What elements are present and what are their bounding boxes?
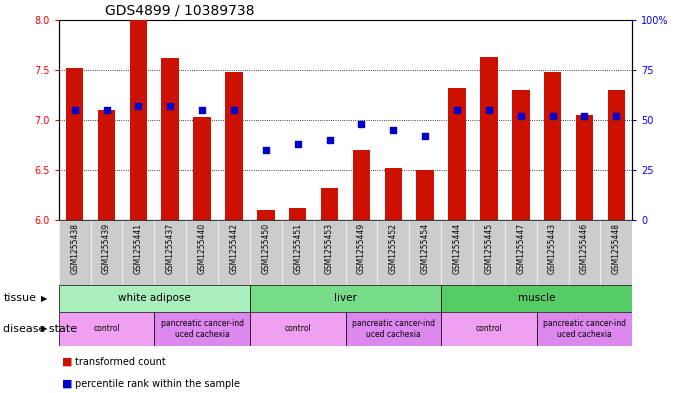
Bar <box>417 170 434 220</box>
Text: GSM1255442: GSM1255442 <box>229 223 238 274</box>
Point <box>196 107 207 113</box>
Text: GSM1255441: GSM1255441 <box>134 223 143 274</box>
Text: tissue: tissue <box>3 293 37 303</box>
Text: pancreatic cancer-ind
uced cachexia: pancreatic cancer-ind uced cachexia <box>543 319 626 339</box>
Bar <box>154 312 250 346</box>
Text: pancreatic cancer-ind
uced cachexia: pancreatic cancer-ind uced cachexia <box>352 319 435 339</box>
Bar <box>346 312 441 346</box>
Text: ■: ■ <box>62 357 73 367</box>
Bar <box>130 20 147 220</box>
Point <box>451 107 462 113</box>
Point <box>515 113 527 119</box>
Text: GSM1255444: GSM1255444 <box>453 223 462 274</box>
Point <box>579 113 590 119</box>
Bar <box>193 117 211 220</box>
Text: GDS4899 / 10389738: GDS4899 / 10389738 <box>104 3 254 17</box>
Text: GSM1255437: GSM1255437 <box>166 223 175 274</box>
Bar <box>250 312 346 346</box>
Text: control: control <box>284 325 311 333</box>
Text: GSM1255443: GSM1255443 <box>548 223 557 274</box>
Bar <box>544 72 561 220</box>
Text: transformed count: transformed count <box>75 357 165 367</box>
Bar <box>321 188 339 220</box>
Bar <box>59 285 250 312</box>
Text: control: control <box>475 325 502 333</box>
Text: GSM1255440: GSM1255440 <box>198 223 207 274</box>
Text: liver: liver <box>334 293 357 303</box>
Point <box>229 107 240 113</box>
Text: GSM1255449: GSM1255449 <box>357 223 366 274</box>
Bar <box>607 90 625 220</box>
Bar <box>289 208 307 220</box>
Point <box>483 107 494 113</box>
Text: GSM1255445: GSM1255445 <box>484 223 493 274</box>
Bar <box>225 72 243 220</box>
Text: pancreatic cancer-ind
uced cachexia: pancreatic cancer-ind uced cachexia <box>160 319 244 339</box>
Point <box>388 127 399 133</box>
Point <box>356 121 367 127</box>
Text: ▶: ▶ <box>41 294 48 303</box>
Text: percentile rank within the sample: percentile rank within the sample <box>75 378 240 389</box>
Bar <box>512 90 529 220</box>
Text: GSM1255450: GSM1255450 <box>261 223 270 274</box>
Point <box>69 107 80 113</box>
Text: ▶: ▶ <box>41 325 48 333</box>
Text: control: control <box>93 325 120 333</box>
Bar <box>480 57 498 220</box>
Bar <box>250 285 441 312</box>
Point <box>101 107 112 113</box>
Text: GSM1255453: GSM1255453 <box>325 223 334 274</box>
Bar <box>448 88 466 220</box>
Text: GSM1255446: GSM1255446 <box>580 223 589 274</box>
Bar <box>537 312 632 346</box>
Text: ■: ■ <box>62 378 73 389</box>
Text: GSM1255439: GSM1255439 <box>102 223 111 274</box>
Point <box>292 141 303 147</box>
Point <box>133 103 144 109</box>
Text: GSM1255454: GSM1255454 <box>421 223 430 274</box>
Text: GSM1255447: GSM1255447 <box>516 223 525 274</box>
Point <box>324 137 335 143</box>
Point <box>547 113 558 119</box>
Bar <box>162 58 179 220</box>
Text: white adipose: white adipose <box>118 293 191 303</box>
Point <box>419 133 430 139</box>
Bar <box>384 168 402 220</box>
Bar <box>257 210 274 220</box>
Bar <box>59 312 154 346</box>
Text: GSM1255448: GSM1255448 <box>612 223 621 274</box>
Point <box>164 103 176 109</box>
Bar <box>576 115 594 220</box>
Bar <box>441 312 537 346</box>
Text: disease state: disease state <box>3 324 77 334</box>
Text: muscle: muscle <box>518 293 556 303</box>
Point <box>261 147 272 153</box>
Bar <box>66 68 84 220</box>
Bar <box>97 110 115 220</box>
Point <box>611 113 622 119</box>
Text: GSM1255452: GSM1255452 <box>389 223 398 274</box>
Text: GSM1255451: GSM1255451 <box>293 223 302 274</box>
Bar <box>441 285 632 312</box>
Bar <box>352 150 370 220</box>
Text: GSM1255438: GSM1255438 <box>70 223 79 274</box>
